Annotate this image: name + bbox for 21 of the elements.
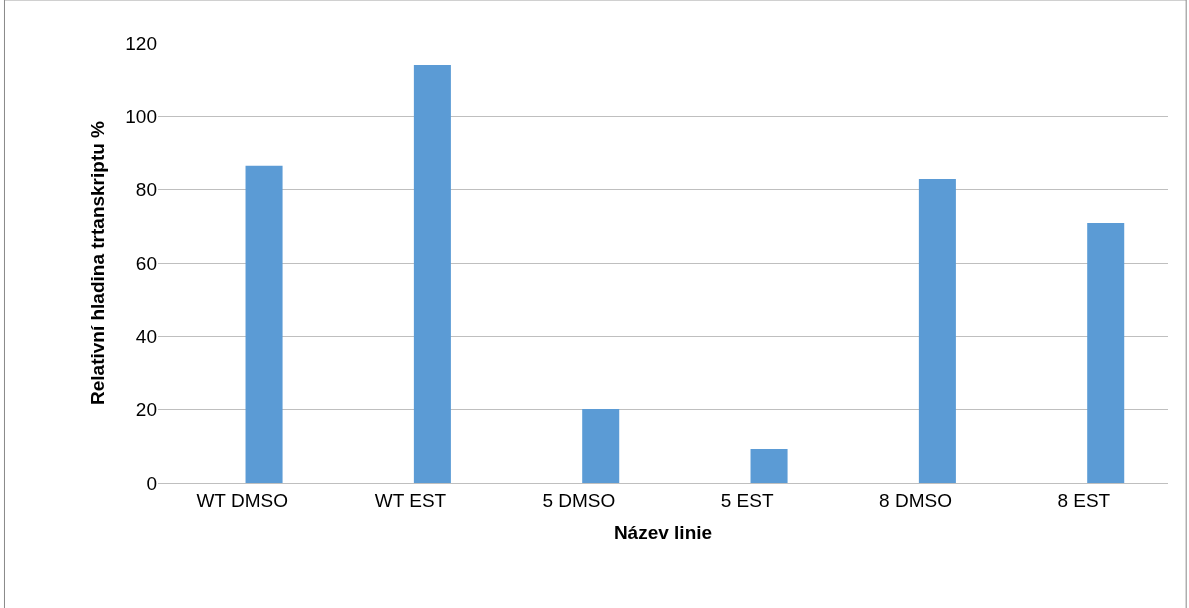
- x-tick-label: WT EST: [374, 489, 447, 511]
- bar: [750, 448, 788, 483]
- x-tick-label: 8 DMSO: [879, 489, 952, 511]
- y-axis-title: Relativní hladina trtanskriptu %: [87, 120, 109, 405]
- x-tick-label: 5 EST: [720, 489, 774, 511]
- bar: [1087, 223, 1125, 483]
- bar: [413, 65, 451, 483]
- bar: [245, 165, 283, 483]
- x-tick-label: WT DMSO: [196, 489, 288, 511]
- y-tick-label: 80: [135, 179, 157, 201]
- x-tick-label: 5 DMSO: [542, 489, 616, 511]
- y-tick-label: 120: [125, 32, 157, 54]
- y-tick-label: 0: [146, 472, 157, 494]
- y-tick-label: 100: [125, 105, 157, 127]
- bar: [582, 408, 620, 483]
- x-axis-title: Název linie: [613, 521, 713, 543]
- y-tick-label: 20: [135, 399, 157, 421]
- y-tick-label: 60: [135, 252, 157, 274]
- x-tick-label: 8 EST: [1057, 489, 1111, 511]
- bar: [918, 179, 956, 483]
- y-tick-label: 40: [135, 325, 157, 347]
